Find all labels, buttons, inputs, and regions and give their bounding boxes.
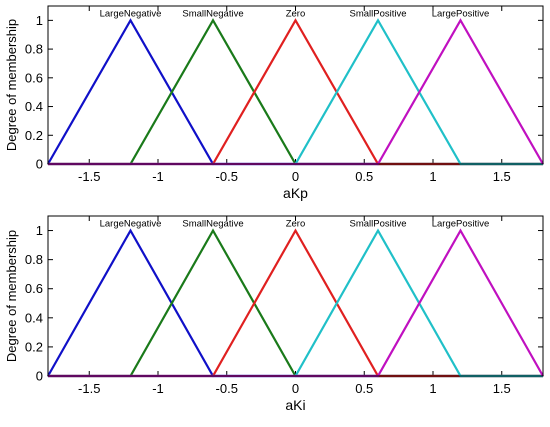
series-label-largepositive: LargePositive [432, 8, 490, 19]
series-line-largenegative [47, 228, 543, 378]
series-label-largepositive: LargePositive [432, 219, 490, 230]
x-tick-label: 1 [429, 381, 436, 396]
y-tick-label: 0.6 [25, 281, 43, 296]
y-tick-label: 0.8 [25, 42, 43, 57]
y-axis-label: Degree of membership [4, 230, 19, 362]
x-tick-label: 1 [429, 169, 436, 184]
y-tick-label: 0.4 [25, 310, 43, 325]
x-tick-label: -1 [152, 169, 164, 184]
y-tick-label: 0.4 [25, 99, 43, 114]
series-line-zero [48, 228, 543, 378]
y-tick-label: 0.8 [25, 252, 43, 267]
y-tick-label: 0 [36, 369, 43, 384]
series-label-smallnegative: SmallNegative [182, 219, 243, 230]
y-tick-label: 0.6 [25, 70, 43, 85]
y-tick-label: 1 [36, 13, 43, 28]
x-axis-label: aKp [283, 185, 308, 201]
series-line-smallpositive [48, 228, 543, 378]
x-tick-label: -0.5 [216, 169, 238, 184]
x-tick-label: -1 [152, 381, 164, 396]
y-tick-label: 0 [36, 157, 43, 172]
series-label-largenegative: LargeNegative [100, 8, 162, 19]
series-line-zero [48, 18, 543, 166]
x-tick-label: -0.5 [216, 381, 238, 396]
y-axis-label: Degree of membership [4, 19, 19, 151]
series-line-largepositive [48, 228, 544, 378]
chart-panel-2: 0 0.2 0.4 0.6 0.8 1 -1.5 -1 -0.5 0 0.5 1 1.5 LargeNeg… [4, 215, 544, 413]
x-tick-label: 0.5 [355, 169, 373, 184]
x-tick-label: 0 [292, 169, 299, 184]
x-tick-label: 0 [292, 381, 299, 396]
x-tick-label: -1.5 [78, 169, 100, 184]
series-label-largenegative: LargeNegative [100, 219, 162, 230]
y-tick-label: 0.2 [25, 339, 43, 354]
series-label-smallpositive: SmallPositive [349, 219, 406, 230]
series-label-smallpositive: SmallPositive [349, 8, 406, 19]
axes-frame [47, 5, 544, 165]
y-tick-label: 0.2 [25, 128, 43, 143]
y-tick-label: 1 [36, 223, 43, 238]
series-line-smallpositive [48, 18, 543, 166]
series-line-largenegative [47, 18, 543, 166]
series-label-smallnegative: SmallNegative [182, 8, 243, 19]
series-label-zero: Zero [286, 219, 306, 230]
x-tick-label: 1.5 [493, 381, 511, 396]
x-tick-label: 1.5 [493, 169, 511, 184]
axes-frame [47, 215, 544, 377]
x-axis-label: aKi [285, 397, 305, 413]
series-label-zero: Zero [286, 8, 306, 19]
x-tick-label: 0.5 [355, 381, 373, 396]
x-tick-label: -1.5 [78, 381, 100, 396]
series-line-largepositive [48, 18, 544, 166]
series-line-smallnegative [48, 228, 543, 378]
chart-panel-1: 0 0.2 0.4 0.6 0.8 1 -1.5 -1 -0.5 0 0.5 1 1.5 LargeNeg… [4, 5, 544, 201]
series-line-smallnegative [48, 18, 543, 166]
